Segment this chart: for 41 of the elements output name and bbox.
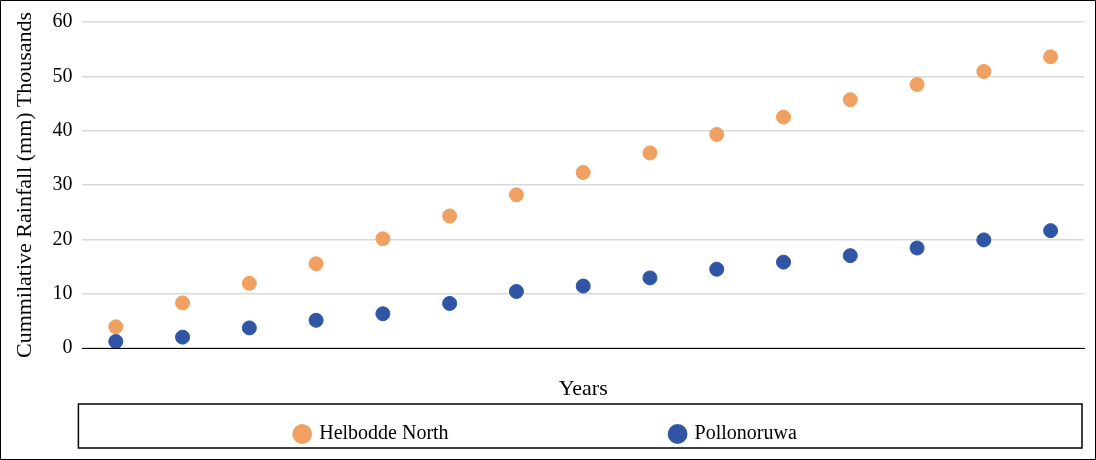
- y-tick-label: 20: [52, 226, 73, 249]
- point: [308, 312, 324, 328]
- point: [575, 278, 591, 294]
- point: [308, 256, 324, 272]
- point: [909, 240, 925, 256]
- point: [108, 319, 124, 335]
- point: [508, 187, 524, 203]
- point: [175, 329, 191, 345]
- point: [375, 306, 391, 322]
- point: [375, 231, 391, 247]
- point: [842, 248, 858, 264]
- point: [642, 145, 658, 161]
- point: [776, 254, 792, 270]
- x-axis-title: Years: [558, 374, 608, 400]
- point: [709, 261, 725, 277]
- y-tick-label: 50: [52, 63, 73, 86]
- point: [241, 320, 257, 336]
- y-tick-label: 10: [52, 280, 73, 303]
- point: [842, 92, 858, 108]
- point: [442, 208, 458, 224]
- point: [709, 126, 725, 142]
- legend-label: Pollonoruwa: [694, 421, 797, 444]
- point: [909, 76, 925, 92]
- y-tick-label: 0: [62, 335, 73, 358]
- y-tick-label: 40: [52, 117, 73, 140]
- point: [175, 295, 191, 311]
- point: [1043, 49, 1059, 65]
- point: [1043, 223, 1059, 239]
- point: [108, 333, 124, 348]
- point: [976, 63, 992, 79]
- point: [976, 232, 992, 248]
- legend-label: Helbodde North: [319, 421, 649, 444]
- point: [776, 109, 792, 125]
- y-tick-label: 60: [52, 9, 73, 32]
- y-tick-label: 30: [52, 172, 73, 195]
- y-axis-title: Cummilative Rainfall (mm) Thousands: [10, 11, 36, 359]
- point: [575, 165, 591, 180]
- point: [442, 295, 458, 311]
- point: [642, 270, 658, 286]
- point: [508, 283, 524, 299]
- point: [241, 275, 257, 291]
